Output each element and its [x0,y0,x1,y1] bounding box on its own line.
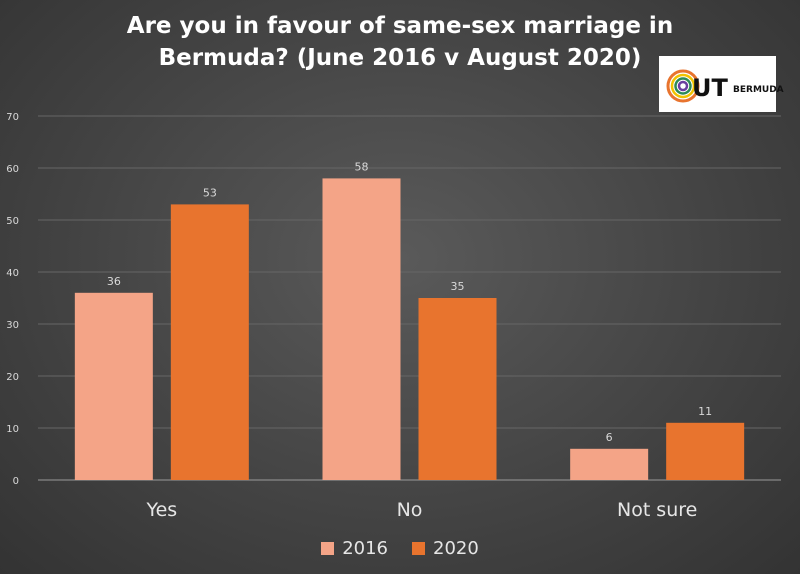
legend-swatch-2020 [412,542,425,555]
svg-text:UT: UT [692,74,728,102]
data-label: 11 [698,405,712,418]
chart-title-line1: Are you in favour of same-sex marriage i… [126,13,674,39]
legend: 2016 2020 [0,538,800,559]
y-tick-label: 50 [6,216,19,227]
bar-2020 [666,422,745,480]
bar-2020 [418,298,497,480]
x-category-label: Not sure [617,499,697,521]
y-tick-label: 40 [6,268,19,279]
y-tick-label: 60 [6,164,19,175]
bar-2016 [322,178,401,480]
legend-label-2020: 2020 [433,538,479,559]
chart-title: Are you in favour of same-sex marriage i… [0,10,800,74]
bar-2016 [74,292,153,480]
data-label: 58 [355,160,369,173]
bar-2016 [570,448,649,480]
data-label: 36 [107,275,121,288]
out-bermuda-logo: UT BERMUDA [659,56,784,112]
y-tick-label: 70 [6,112,19,123]
logo-text: BERMUDA [733,85,784,95]
legend-label-2016: 2016 [342,538,388,559]
legend-swatch-2016 [321,542,335,555]
y-tick-label: 10 [6,424,19,435]
x-category-label: No [397,499,423,521]
chart-title-line2: Bermuda? (June 2016 v August 2020) [158,45,642,71]
y-tick-label: 30 [6,320,19,331]
legend-item-2020: 2020 [412,538,479,559]
bar-2020 [170,204,249,480]
data-label: 35 [451,280,465,293]
out-logo-icon: UT [666,69,728,103]
y-tick-label: 20 [6,372,19,383]
data-label: 53 [203,186,217,199]
legend-item-2016: 2016 [321,538,388,559]
data-label: 6 [606,431,613,444]
y-tick-label: 0 [13,476,19,487]
x-category-label: Yes [145,499,177,521]
